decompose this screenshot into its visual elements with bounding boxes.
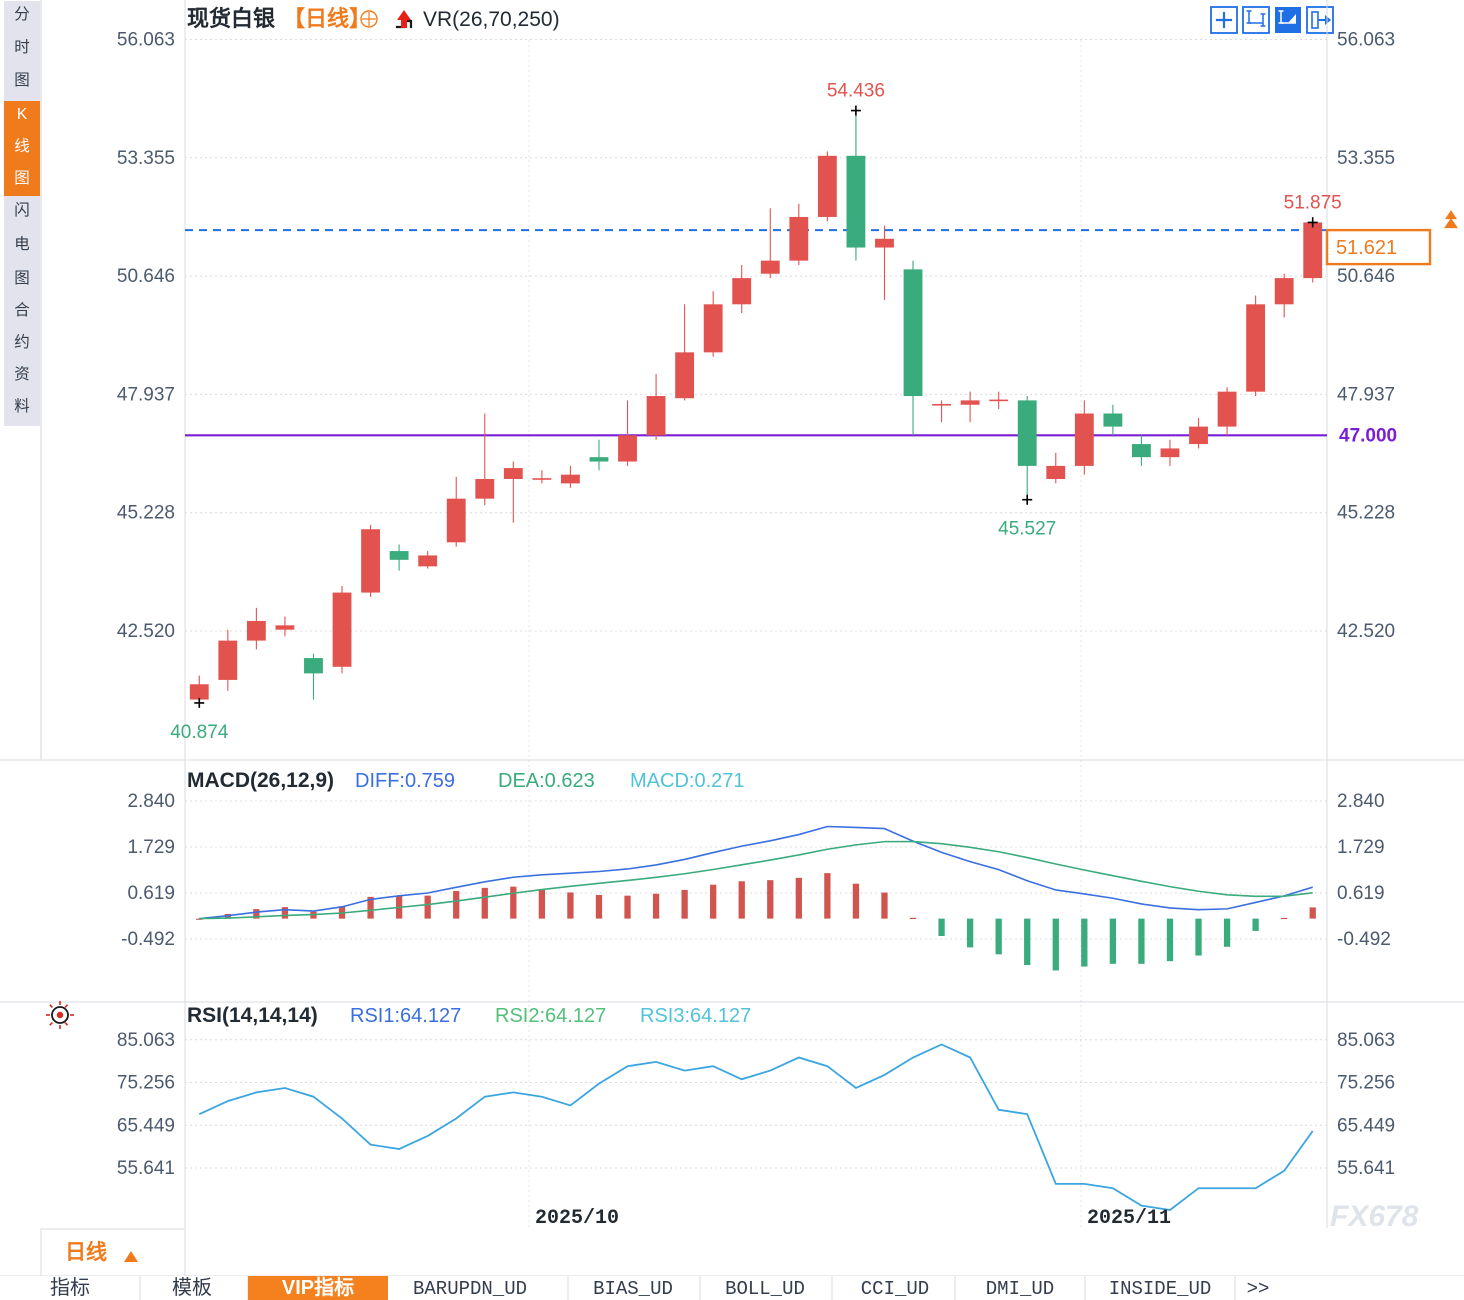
svg-text:47.937: 47.937 <box>1337 384 1395 405</box>
svg-text:MACD:0.271: MACD:0.271 <box>630 770 745 792</box>
svg-text:0.619: 0.619 <box>1337 883 1385 904</box>
svg-text:1.729: 1.729 <box>1337 837 1385 858</box>
svg-text:2.840: 2.840 <box>127 791 175 812</box>
svg-text:指标: 指标 <box>50 1276 90 1299</box>
svg-text:BARUPDN_UD: BARUPDN_UD <box>413 1278 527 1300</box>
svg-text:50.646: 50.646 <box>1337 266 1395 287</box>
svg-text:2025/11: 2025/11 <box>1087 1207 1171 1230</box>
svg-text:56.063: 56.063 <box>1337 30 1395 51</box>
svg-text:MACD(26,12,9): MACD(26,12,9) <box>187 769 334 792</box>
svg-text:55.641: 55.641 <box>1337 1158 1395 1179</box>
svg-text:-0.492: -0.492 <box>121 929 175 950</box>
svg-text:65.449: 65.449 <box>1337 1115 1395 1136</box>
svg-text:RSI1:64.127: RSI1:64.127 <box>350 1005 461 1027</box>
svg-text:0.619: 0.619 <box>127 883 175 904</box>
svg-text:INSIDE_UD: INSIDE_UD <box>1109 1278 1212 1300</box>
svg-text:BOLL_UD: BOLL_UD <box>725 1278 805 1300</box>
svg-text:RSI(14,14,14): RSI(14,14,14) <box>187 1004 318 1027</box>
svg-text:DIFF:0.759: DIFF:0.759 <box>355 770 455 792</box>
svg-text:闪: 闪 <box>14 201 30 219</box>
svg-text:分: 分 <box>14 5 30 23</box>
svg-text:42.520: 42.520 <box>117 621 175 642</box>
svg-text:45.527: 45.527 <box>998 519 1056 540</box>
svg-text:电: 电 <box>14 235 30 253</box>
svg-text:图: 图 <box>14 270 30 287</box>
svg-text:K: K <box>17 106 28 123</box>
svg-text:合: 合 <box>14 301 30 319</box>
svg-text:时: 时 <box>14 38 30 56</box>
svg-text:42.520: 42.520 <box>1337 621 1395 642</box>
svg-text:50.646: 50.646 <box>117 266 175 287</box>
svg-text:模板: 模板 <box>172 1276 212 1299</box>
svg-text:CCI_UD: CCI_UD <box>861 1278 929 1300</box>
svg-text:料: 料 <box>14 397 30 415</box>
svg-text:VIP指标: VIP指标 <box>282 1275 354 1299</box>
svg-text:85.063: 85.063 <box>1337 1030 1395 1051</box>
svg-text:2025/10: 2025/10 <box>535 1207 619 1230</box>
svg-text:约: 约 <box>14 333 30 351</box>
svg-text:【日线】: 【日线】 <box>283 6 371 31</box>
svg-text:-0.492: -0.492 <box>1337 929 1391 950</box>
svg-text:现货白银: 现货白银 <box>187 6 276 31</box>
svg-text:BIAS_UD: BIAS_UD <box>593 1278 673 1300</box>
svg-text:51.621: 51.621 <box>1336 237 1397 259</box>
svg-text:53.355: 53.355 <box>117 148 175 169</box>
svg-text:55.641: 55.641 <box>117 1158 175 1179</box>
svg-text:>>: >> <box>1247 1278 1270 1300</box>
svg-text:45.228: 45.228 <box>1337 503 1395 524</box>
svg-text:DEA:0.623: DEA:0.623 <box>498 770 595 792</box>
svg-text:47.000: 47.000 <box>1339 425 1397 446</box>
svg-text:51.875: 51.875 <box>1284 192 1342 213</box>
svg-text:47.937: 47.937 <box>117 384 175 405</box>
svg-text:VR(26,70,250): VR(26,70,250) <box>423 8 560 31</box>
svg-text:85.063: 85.063 <box>117 1030 175 1051</box>
svg-text:75.256: 75.256 <box>117 1073 175 1094</box>
svg-text:2.840: 2.840 <box>1337 791 1385 812</box>
svg-text:53.355: 53.355 <box>1337 148 1395 169</box>
svg-text:资: 资 <box>14 365 30 383</box>
svg-text:线: 线 <box>14 137 30 155</box>
svg-text:45.228: 45.228 <box>117 503 175 524</box>
svg-text:图: 图 <box>14 170 30 187</box>
svg-text:56.063: 56.063 <box>117 30 175 51</box>
svg-text:日线: 日线 <box>65 1240 107 1264</box>
svg-text:54.436: 54.436 <box>827 81 885 102</box>
svg-text:图: 图 <box>14 72 30 89</box>
svg-text:RSI3:64.127: RSI3:64.127 <box>640 1005 751 1027</box>
svg-text:75.256: 75.256 <box>1337 1073 1395 1094</box>
svg-text:40.874: 40.874 <box>170 722 229 743</box>
svg-text:RSI2:64.127: RSI2:64.127 <box>495 1005 606 1027</box>
svg-text:DMI_UD: DMI_UD <box>986 1278 1054 1300</box>
svg-text:FX678: FX678 <box>1330 1200 1419 1233</box>
svg-text:1.729: 1.729 <box>127 837 175 858</box>
svg-text:65.449: 65.449 <box>117 1115 175 1136</box>
